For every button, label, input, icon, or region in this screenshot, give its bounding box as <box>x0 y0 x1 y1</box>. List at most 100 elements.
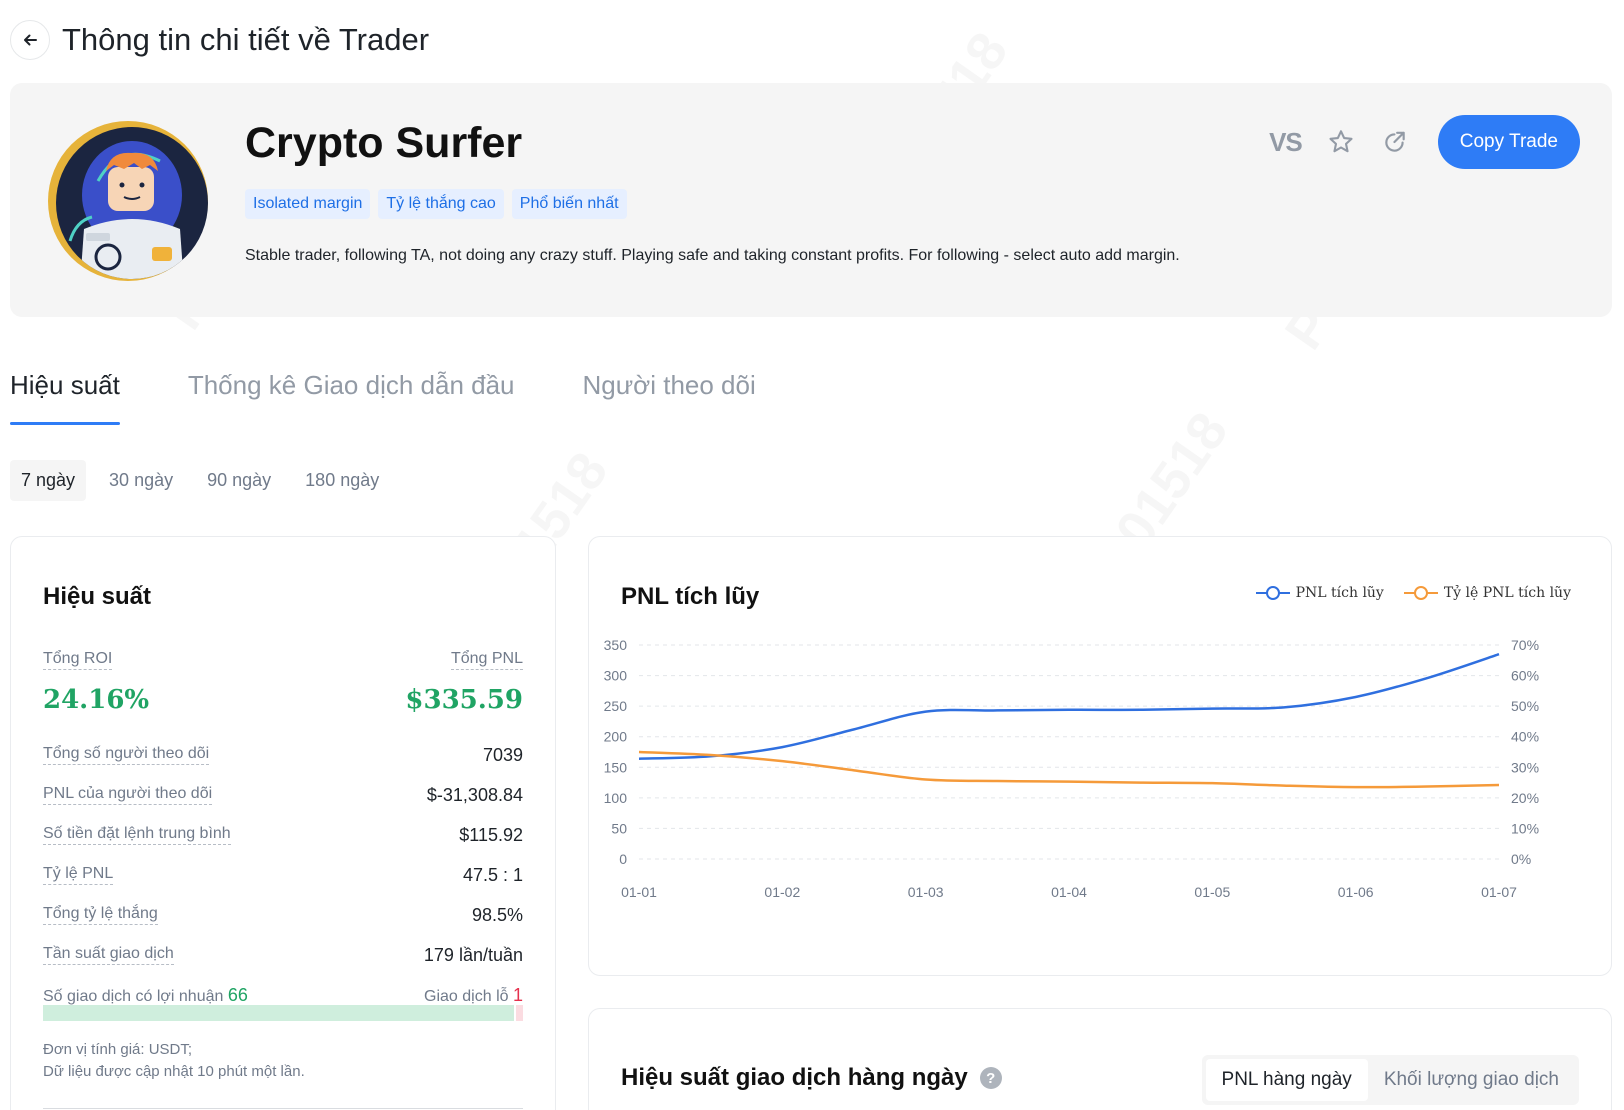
star-icon <box>1329 130 1353 153</box>
share-button[interactable] <box>1380 127 1410 157</box>
x-tick-label: 01-02 <box>764 884 800 900</box>
y-tick-label-left: 150 <box>604 759 628 775</box>
arrow-left-icon <box>24 34 37 46</box>
y-tick-label-left: 250 <box>604 698 628 714</box>
pnl-label[interactable]: Tổng PNL <box>450 650 523 670</box>
compare-vs-button[interactable]: VS <box>1269 126 1303 157</box>
stat-label[interactable]: PNL của người theo dõi <box>43 785 213 805</box>
stat-value: 7039 <box>482 744 523 765</box>
x-tick-label: 01-07 <box>1481 884 1517 900</box>
favorite-button[interactable] <box>1326 127 1356 157</box>
tab-lead-trade-stats[interactable]: Thống kê Giao dịch dẫn đầu <box>187 370 515 400</box>
trader-description: Stable trader, following TA, not doing a… <box>245 247 1180 264</box>
stats-header: Tổng ROI Tổng PNL <box>43 650 523 670</box>
stat-value: $-31,308.84 <box>426 784 523 805</box>
stat-value: 179 lần/tuần <box>423 944 523 965</box>
legend-marker-icon <box>1255 586 1290 600</box>
x-tick-label: 01-04 <box>1051 884 1087 900</box>
price-unit-note: Đơn vị tính giá: USDT; <box>43 1041 193 1058</box>
y-tick-label-right: 30% <box>1511 759 1539 775</box>
trader-name: Crypto Surfer <box>245 119 523 167</box>
legend-marker-icon <box>1403 586 1438 600</box>
update-frequency-note: Dữ liệu được cập nhật 10 phút một lần. <box>43 1063 305 1080</box>
loss-trades-count: 1 <box>512 984 523 1005</box>
stats-row: Tỷ lệ PNL 47.5 : 1 <box>43 855 523 895</box>
stat-value: $115.92 <box>459 824 523 845</box>
period-filter: 7 ngày 30 ngày 90 ngày 180 ngày <box>10 460 390 501</box>
daily-performance-card: Hiệu suất giao dịch hàng ngày ? PNL hàng… <box>588 1008 1612 1110</box>
x-tick-label: 01-01 <box>621 884 657 900</box>
tab-performance[interactable]: Hiệu suất <box>10 370 120 425</box>
stat-label[interactable]: Tần suất giao dịch <box>43 945 174 965</box>
win-loss-row: Số giao dịch có lợi nhuận 66 Giao dịch l… <box>43 975 523 1015</box>
y-tick-label-left: 200 <box>604 729 628 745</box>
chart-title: PNL tích lũy <box>621 583 760 610</box>
legend-label: Tỷ lệ PNL tích lũy <box>1443 585 1571 601</box>
stat-label[interactable]: Tổng tỷ lệ thắng <box>43 905 158 925</box>
stat-value: 47.5 : 1 <box>462 864 523 885</box>
tab-followers[interactable]: Người theo dõi <box>582 370 756 400</box>
win-loss-ratio-bar <box>43 1005 523 1021</box>
y-tick-label-right: 70% <box>1511 637 1539 653</box>
tag-high-win-rate: Tỷ lệ thắng cao <box>378 189 504 219</box>
stats-row: PNL của người theo dõi $-31,308.84 <box>43 775 523 815</box>
toggle-trade-volume[interactable]: Khối lượng giao dịch <box>1383 1069 1559 1090</box>
y-tick-label-right: 0% <box>1511 851 1531 867</box>
y-tick-label-left: 100 <box>604 790 628 806</box>
tag-most-popular: Phổ biến nhất <box>511 189 627 219</box>
daily-title-text: Hiệu suất giao dịch hàng ngày <box>621 1064 968 1091</box>
period-90d[interactable]: 90 ngày <box>207 470 272 490</box>
page-title: Thông tin chi tiết về Trader <box>62 22 430 57</box>
toggle-daily-pnl[interactable]: PNL hàng ngày <box>1205 1059 1368 1101</box>
stats-footnote: Đơn vị tính giá: USDT; Dữ liệu được cập … <box>43 1039 305 1083</box>
y-tick-label-left: 300 <box>604 668 628 684</box>
y-tick-label-right: 10% <box>1511 820 1539 836</box>
series-line-pnl-ratio <box>638 750 1500 789</box>
divider <box>43 1108 523 1109</box>
chart-legend: PNL tích lũy Tỷ lệ PNL tích lũy <box>1255 585 1571 601</box>
performance-stats-card: Hiệu suất Tổng ROI Tổng PNL 24.16% $335.… <box>10 536 556 1110</box>
y-tick-label-right: 60% <box>1511 668 1539 684</box>
x-tick-label: 01-03 <box>908 884 944 900</box>
trader-tags: Isolated margin Tỷ lệ thắng cao Phổ biến… <box>245 189 627 219</box>
win-ratio-fill <box>43 1005 514 1021</box>
series-line-pnl <box>638 652 1500 760</box>
stat-value: 98.5% <box>471 904 523 925</box>
loss-count-group: Giao dịch lỗ 1 <box>424 984 523 1007</box>
legend-label: PNL tích lũy <box>1295 585 1384 601</box>
share-icon <box>1385 131 1405 152</box>
legend-item-pnl[interactable]: PNL tích lũy <box>1255 585 1384 601</box>
tag-isolated-margin: Isolated margin <box>245 189 371 219</box>
back-button[interactable] <box>10 20 50 60</box>
y-tick-label-left: 50 <box>611 820 627 836</box>
main-tabs: Hiệu suất Thống kê Giao dịch dẫn đầu Ngư… <box>10 370 756 425</box>
cumulative-pnl-chart: 350 70% 300 60% 250 50% 200 40% 150 30% 100 20% 50 10… <box>604 637 1539 900</box>
legend-item-pnl-ratio[interactable]: Tỷ lệ PNL tích lũy <box>1403 585 1571 601</box>
stats-row: Số tiền đặt lệnh trung bình $115.92 <box>43 815 523 855</box>
trader-avatar <box>48 121 208 281</box>
copy-trade-button[interactable]: Copy Trade <box>1437 115 1580 169</box>
period-180d[interactable]: 180 ngày <box>305 470 380 490</box>
stats-main-values: 24.16% $335.59 <box>43 685 523 715</box>
stat-label[interactable]: Số tiền đặt lệnh trung bình <box>43 825 231 845</box>
y-tick-label-right: 20% <box>1511 790 1539 806</box>
x-tick-label: 01-06 <box>1338 884 1374 900</box>
win-count-group: Số giao dịch có lợi nhuận 66 <box>43 985 248 1007</box>
stat-label[interactable]: Tỷ lệ PNL <box>43 865 114 885</box>
loss-trades-label[interactable]: Giao dịch lỗ <box>424 987 509 1007</box>
profile-actions: VS Copy Trade <box>1269 115 1580 169</box>
period-7d[interactable]: 7 ngày <box>10 460 87 501</box>
period-30d[interactable]: 30 ngày <box>109 470 174 490</box>
x-tick-label: 01-05 <box>1194 884 1230 900</box>
y-tick-label-right: 40% <box>1511 729 1539 745</box>
win-trades-label[interactable]: Số giao dịch có lợi nhuận <box>43 987 224 1007</box>
pnl-value: $335.59 <box>405 685 523 715</box>
page-header: Thông tin chi tiết về Trader <box>10 18 429 62</box>
stat-label[interactable]: Tổng số người theo dõi <box>43 745 210 765</box>
roi-value: 24.16% <box>43 685 150 715</box>
cumulative-pnl-card: 350 70% 300 60% 250 50% 200 40% 150 30% 100 20% 50 10… <box>588 536 1612 976</box>
y-tick-label-left: 0 <box>619 851 627 867</box>
roi-label[interactable]: Tổng ROI <box>43 650 113 670</box>
stats-row: Tần suất giao dịch 179 lần/tuần <box>43 935 523 975</box>
question-icon[interactable]: ? <box>979 1067 1002 1089</box>
